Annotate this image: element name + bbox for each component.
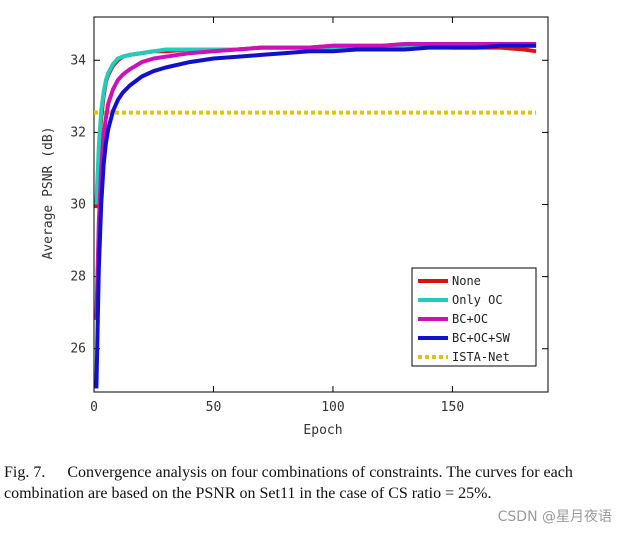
x-tick-label: 0 — [90, 400, 98, 415]
series-line-bc-oc-sw — [94, 43, 537, 389]
legend: None Only OC BC+OC BC+OC+SW ISTA-Net — [411, 267, 537, 367]
axis-tick-labels: 0 50 100 150 26 28 30 32 34 — [70, 53, 464, 415]
series-line-bc-oc — [94, 42, 537, 320]
x-tick-label: 50 — [206, 400, 222, 415]
y-tick-label: 30 — [70, 198, 86, 213]
legend-label: ISTA-Net — [452, 350, 510, 364]
y-tick-label: 26 — [70, 342, 86, 357]
x-tick-label: 150 — [441, 400, 464, 415]
csdn-watermark: CSDN @星月夜语 — [497, 509, 612, 525]
x-axis-label: Epoch — [303, 423, 342, 438]
legend-label: Only OC — [452, 293, 503, 307]
x-tick-label: 100 — [321, 400, 344, 415]
legend-label: None — [452, 274, 481, 288]
y-tick-label: 28 — [70, 270, 86, 285]
legend-label: BC+OC+SW — [452, 331, 511, 345]
psnr-convergence-chart: 0 50 100 150 26 28 30 32 34 Epoch Average PSNR (… — [41, 16, 549, 438]
y-tick-label: 32 — [70, 125, 86, 140]
series-lines — [94, 42, 537, 389]
caption-text: Convergence analysis on four combination… — [4, 464, 573, 502]
figure-label: Fig. 7. — [4, 464, 46, 481]
y-axis-label: Average PSNR (dB) — [41, 126, 56, 259]
y-tick-label: 34 — [70, 53, 86, 68]
figure-caption: Fig. 7. Convergence analysis on four comb… — [4, 462, 614, 504]
legend-label: BC+OC — [452, 312, 488, 326]
